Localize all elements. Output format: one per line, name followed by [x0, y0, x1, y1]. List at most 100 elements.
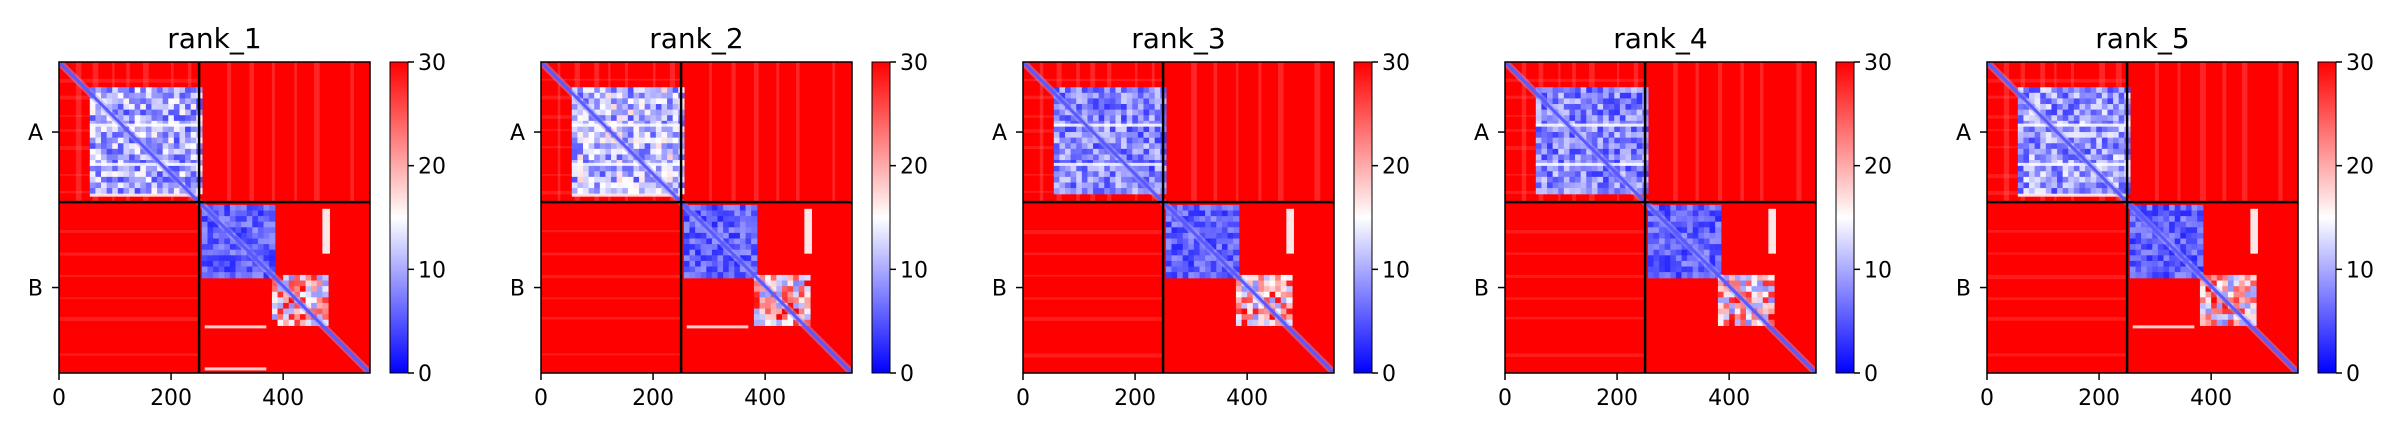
chain-b-cell [252, 238, 259, 245]
colorbar-tick-label: 10 [1382, 258, 1410, 283]
chain-b-tail-cell [1729, 297, 1736, 304]
plot-frame [58, 61, 371, 374]
chain-a-cell [1603, 143, 1610, 150]
chain-b-tail-cell [1269, 286, 1276, 293]
chain-b-tail-cell [2250, 280, 2257, 287]
chain-a-cell [2051, 92, 2058, 100]
chain-a-cell [605, 176, 612, 184]
chain-a-cell [1597, 148, 1604, 156]
chain-b-tail-cell [322, 302, 329, 310]
chain-b-cell [2141, 221, 2148, 228]
chain-a-cell [1636, 98, 1643, 105]
chain-a-cell [162, 104, 169, 111]
stripe-cell [709, 62, 713, 203]
chain-a-cell [140, 171, 147, 178]
chain-b-cell [2141, 244, 2148, 251]
stripe-cell [541, 230, 682, 233]
chain-a-cell [1098, 154, 1105, 161]
chain-a-cell [1614, 182, 1621, 189]
chain-a-cell [1081, 98, 1089, 105]
chain-a-cell [101, 87, 108, 94]
chain-b-tail-cell [1717, 291, 1725, 298]
chain-a-cell [1065, 98, 1072, 105]
chain-b-cell [700, 227, 707, 234]
chain-a-cell [1619, 171, 1627, 178]
chain-a-cell [616, 182, 623, 189]
chain-b-cell [1199, 232, 1206, 240]
chain-a-cell [583, 176, 590, 184]
chain-b-cell [745, 244, 752, 251]
chain-b-tail-cell [271, 302, 279, 310]
chain-b-tail-cell [277, 319, 284, 326]
chain-b-tail-cell [2250, 297, 2257, 304]
chain-a-cell [672, 137, 679, 144]
chain-a-cell [616, 165, 623, 172]
chain-b-cell [2197, 260, 2204, 268]
chain-a-cell [2029, 143, 2036, 150]
colorbar-tick-label: 30 [1864, 51, 1892, 76]
chain-b-cell [224, 204, 231, 212]
chain-b-tail-cell [2211, 314, 2218, 321]
chain-a-cell [1580, 92, 1587, 100]
chain-a-cell [2085, 126, 2092, 133]
chain-a-cell [106, 171, 113, 178]
chain-a-cell [1126, 87, 1133, 94]
chain-b-cell [1675, 255, 1683, 262]
colorbar-tick-label: 20 [900, 155, 928, 180]
stripe-cell [731, 62, 736, 203]
chain-a-cell [1552, 92, 1559, 100]
chain-a-cell [1575, 188, 1582, 195]
chain-a-cell [1552, 87, 1559, 94]
chain-a-cell [644, 143, 651, 150]
chain-b-cell [218, 260, 225, 268]
chain-a-cell [1636, 154, 1643, 161]
chain-b-tail-cell [2205, 297, 2212, 304]
chain-b-tail-cell [776, 291, 783, 298]
chain-a-cell [2107, 109, 2114, 116]
chain-a-cell [1104, 92, 1111, 100]
chain-a-cell [2062, 126, 2069, 133]
chain-a-cell [1121, 98, 1128, 105]
chain-b-cell [739, 266, 747, 273]
chain-a-cell [1636, 176, 1643, 184]
chain-a-cell [577, 126, 584, 133]
chain-a-cell [1081, 137, 1089, 144]
chain-b-cell [1647, 232, 1655, 240]
chain-a-cell [1552, 165, 1559, 172]
chain-a-cell [1608, 115, 1615, 122]
chain-a-cell [2045, 132, 2053, 139]
chain-b-tail-cell [311, 286, 318, 293]
chain-a-cell [1132, 148, 1139, 156]
chain-a-cell [655, 148, 663, 156]
chain-b-cell [2197, 216, 2204, 223]
chain-a-cell [1614, 87, 1621, 94]
chain-b-tail-cell [1258, 302, 1265, 310]
chain-a-cell [2107, 143, 2114, 150]
chain-b-cell [1216, 266, 1223, 273]
chain-a-cell [2051, 188, 2058, 195]
chain-b-cell [1703, 216, 1711, 223]
chain-b-tail-cell [277, 314, 284, 321]
chain-a-cell [2062, 87, 2069, 94]
chain-b-cell [213, 249, 220, 256]
chain-a-cell [2085, 188, 2092, 195]
chain-a-cell [134, 98, 141, 105]
chain-a-cell [672, 126, 679, 133]
chain-a-cell [594, 104, 601, 111]
chain-b-cell [2185, 266, 2193, 273]
chain-a-cell [1625, 148, 1632, 156]
chain-a-cell [117, 92, 125, 100]
chain-b-tail-cell [1768, 286, 1775, 293]
chain-b-cell [1188, 260, 1195, 268]
chain-a-cell [605, 182, 612, 189]
chain-a-cell [1087, 143, 1094, 150]
chain-b-cell [1715, 227, 1722, 234]
chain-a-cell [1154, 109, 1161, 116]
chain-a-cell [168, 176, 175, 184]
chain-a-cell [1121, 171, 1128, 178]
chain-a-cell [1631, 126, 1638, 133]
chain-a-cell [577, 87, 584, 94]
chain-b-cell [2146, 204, 2153, 212]
chain-a-cell [644, 115, 651, 122]
chain-b-tail-cell [770, 286, 777, 293]
